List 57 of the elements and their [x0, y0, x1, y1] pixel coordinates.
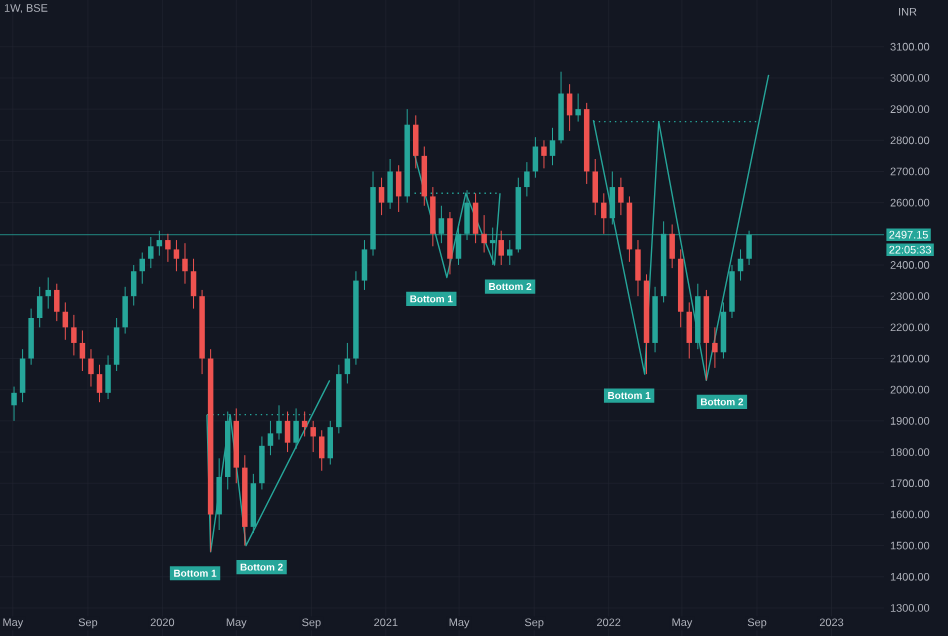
candlestick	[96, 364, 103, 403]
candlestick	[549, 127, 556, 166]
candlestick	[618, 177, 624, 216]
candlestick	[310, 420, 316, 453]
candlestick	[703, 289, 710, 381]
candlestick	[130, 264, 137, 307]
candlestick	[88, 348, 94, 388]
candlestick	[395, 164, 402, 213]
candlestick	[233, 407, 240, 484]
candlestick	[507, 239, 513, 266]
candlestick	[250, 473, 257, 534]
candlestick	[267, 420, 274, 456]
candlestick	[54, 283, 60, 322]
candlestick	[378, 177, 385, 216]
candlestick	[524, 161, 530, 197]
candlestick	[669, 223, 675, 269]
candlestick	[28, 308, 34, 366]
candlestick	[19, 348, 26, 403]
candlestick	[686, 301, 693, 360]
candlestick	[71, 314, 77, 356]
candlestick	[182, 242, 188, 285]
candlestick	[652, 286, 658, 353]
candlestick	[609, 170, 616, 225]
candlestick	[558, 71, 564, 144]
candlestick	[447, 211, 453, 275]
candlestick	[601, 192, 607, 235]
candlestick	[695, 283, 701, 350]
candlestick	[45, 276, 51, 310]
candlestick	[259, 435, 265, 490]
candlestick	[165, 233, 171, 263]
candlestick	[729, 264, 735, 319]
candlestick	[318, 429, 325, 472]
candlestick	[481, 214, 487, 254]
candlestick	[720, 301, 727, 360]
candlestick	[413, 114, 419, 169]
candlestick	[541, 139, 547, 169]
candlestick	[635, 239, 641, 297]
candlestick	[592, 158, 598, 216]
candlestick	[575, 93, 581, 123]
candlestick	[190, 258, 197, 310]
candlestick	[430, 186, 436, 247]
candlestick	[216, 457, 222, 531]
candlestick	[421, 146, 428, 207]
candlestick	[79, 329, 86, 372]
candlestick	[387, 158, 393, 210]
candlestick	[113, 317, 120, 372]
candlestick	[712, 326, 718, 369]
candlestick	[11, 386, 17, 422]
candlestick	[105, 354, 111, 400]
candlestick	[284, 411, 291, 453]
candlestick	[498, 230, 504, 266]
candlestick	[173, 239, 180, 272]
candlestick	[361, 239, 368, 291]
candlestick	[122, 286, 128, 335]
candlestick	[36, 286, 43, 328]
candlestick	[472, 192, 479, 244]
candlestick	[327, 420, 334, 466]
